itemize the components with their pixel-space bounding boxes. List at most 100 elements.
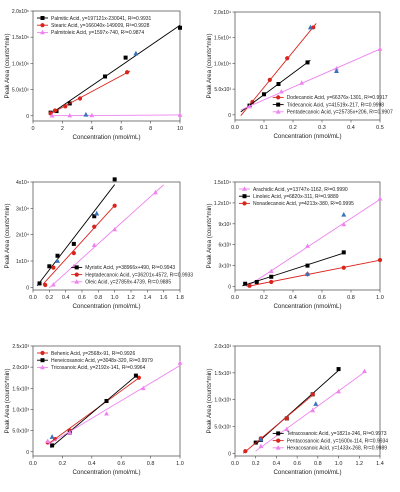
legend-entry: Myristic Acid, y=38966x+490, R²=0.9943 xyxy=(71,265,175,271)
y-tick-label: 1.5x10⁴ xyxy=(214,180,231,186)
y-axis-label: Peak Area (counts*min) xyxy=(4,204,11,269)
y-tick-label: 2.0x10³ xyxy=(214,344,231,350)
data-point xyxy=(267,77,272,82)
data-point xyxy=(284,416,289,421)
highlight-point xyxy=(94,210,100,216)
plot-frame xyxy=(32,345,181,457)
x-axis-label: Concentration (nmol/mL) xyxy=(273,133,341,140)
legend-label: Heptadecanoic Acid, y=36201x-4572, R²=0.… xyxy=(85,272,193,278)
x-tick-label: 0.0 xyxy=(231,295,239,301)
series-1 xyxy=(240,23,317,116)
plot-frame xyxy=(234,345,381,457)
chart-panel-6: 0.0 0.2 0.4 0.6 0.8 1.0 1.2 1.4 0 5.0x10² 1.0x10³ 1… xyxy=(206,344,388,476)
data-point xyxy=(43,282,48,288)
legend-label: Nonadecanoic Acid, y=4213x-380, R²=0.999… xyxy=(253,201,354,207)
fit-line xyxy=(36,184,116,287)
legend: Dodecanoic Acid, y=66376x-1301, R²=0.991… xyxy=(272,95,393,116)
x-tick-label: 0.6 xyxy=(318,295,326,301)
x-tick-label: 0.8 xyxy=(95,295,103,301)
legend-entry: Heneicosanoic Acid, y=3048x-320, R²=0.99… xyxy=(37,358,153,364)
y-tick-label: 0 xyxy=(228,451,231,457)
x-tick-label: 0.6 xyxy=(117,461,125,467)
data-point xyxy=(91,242,97,248)
legend-label: Stearic Acid, y=166040x-149009, R²=0.992… xyxy=(51,23,150,29)
legend-marker xyxy=(242,186,247,191)
series-3 xyxy=(45,360,183,446)
x-tick-label: 0.0 xyxy=(29,461,37,467)
data-point xyxy=(71,241,76,246)
x-tick-label: 0.8 xyxy=(314,461,322,467)
legend-entry: Stearic Acid, y=166040x-149009, R²=0.992… xyxy=(37,23,150,29)
x-tick-label: 1.0 xyxy=(335,461,343,467)
x-tick-label: 0.4 xyxy=(347,125,355,131)
x-tick-label: 10 xyxy=(177,126,183,132)
legend-label: Pentadecanoic Acid, y=25735x+206, R²=0.9… xyxy=(287,110,393,116)
data-point xyxy=(133,373,138,378)
legend-entry: Tridecanoic Acid, y=41519x-217, R²=0.999… xyxy=(272,102,384,108)
x-tick-label: 0.8 xyxy=(147,461,155,467)
legend-marker xyxy=(74,279,80,284)
series-2 xyxy=(42,203,117,288)
legend: Myristic Acid, y=38966x+490, R²=0.9943He… xyxy=(71,265,193,286)
legend-entry: Behenic Acid, y=2568x-91, R²=0.9926 xyxy=(37,351,135,357)
plot-frame xyxy=(234,11,381,121)
y-tick-label: 1.5x10³ xyxy=(214,371,231,377)
data-point xyxy=(377,46,383,51)
data-point xyxy=(89,112,95,118)
data-point xyxy=(305,243,310,248)
x-tick-label: 1.4 xyxy=(144,295,152,301)
x-tick-label: 8 xyxy=(149,126,152,132)
fit-line xyxy=(255,370,339,445)
data-point xyxy=(112,177,117,182)
legend-marker xyxy=(40,23,45,28)
legend-marker xyxy=(275,109,281,114)
legend-marker xyxy=(276,95,281,100)
data-point xyxy=(177,360,183,365)
legend-label: Palmitoleic Acid, y=1597x-740, R²=0.9874 xyxy=(51,30,144,36)
x-tick-label: 0.1 xyxy=(260,125,268,131)
x-tick-label: 1.4 xyxy=(376,461,384,467)
data-point xyxy=(254,279,259,284)
legend-entry: Palmitoleic Acid, y=1597x-740, R²=0.9874 xyxy=(37,29,144,36)
chart-panel-1: 0 2 4 6 8 10 0 5.0x10⁵ 1.0x10⁶ 1.5x10⁶ 2.0x10⁶ Conc… xyxy=(4,9,183,141)
legend-marker xyxy=(276,438,281,443)
x-tick-label: 1.0 xyxy=(376,295,384,301)
series-3 xyxy=(255,368,367,452)
legend-marker xyxy=(276,102,281,107)
data-point xyxy=(269,274,274,279)
highlight-point xyxy=(83,111,89,117)
x-axis-label: Concentration (nmol/mL) xyxy=(72,469,140,476)
y-axis-label: Peak Area (counts*min) xyxy=(206,204,213,269)
chart-panel-3: 0.0 0.2 0.4 0.6 0.8 1.0 1.2 1.4 1.6 1.8 0 1x10⁴ 2x10… xyxy=(4,177,193,310)
y-tick-label: 1.5x10⁶ xyxy=(12,35,29,41)
legend-marker xyxy=(40,350,45,356)
data-point xyxy=(299,80,305,85)
data-point xyxy=(47,264,52,269)
x-tick-label: 0.4 xyxy=(289,295,297,301)
data-point xyxy=(178,25,182,30)
data-point xyxy=(112,226,118,232)
legend-entry: Hexacosanoic Acid, y=1433x-268, R²=0.998… xyxy=(272,445,387,452)
fit-line xyxy=(49,184,164,289)
data-point xyxy=(67,113,73,118)
highlight-point xyxy=(307,24,313,30)
fit-line xyxy=(50,114,181,117)
y-tick-label: 5.0x10⁵ xyxy=(12,88,29,94)
x-tick-label: 0.4 xyxy=(273,461,281,467)
data-point xyxy=(104,399,109,403)
data-point xyxy=(269,279,274,285)
data-point xyxy=(247,104,252,109)
highlight-point xyxy=(258,436,264,442)
fit-line xyxy=(255,371,365,452)
legend-marker xyxy=(40,358,45,363)
x-axis-label: Concentration (nmol/mL) xyxy=(273,469,341,476)
x-tick-label: 0.2 xyxy=(260,295,268,301)
y-tick-label: 0 xyxy=(228,113,231,119)
legend-entry: Arachidic Acid, y=13747x-1162, R²=0.9990 xyxy=(239,186,348,193)
data-point xyxy=(247,283,252,288)
legend-marker xyxy=(276,431,281,436)
data-point xyxy=(49,113,55,118)
data-point xyxy=(112,203,117,208)
fit-line xyxy=(50,375,137,448)
